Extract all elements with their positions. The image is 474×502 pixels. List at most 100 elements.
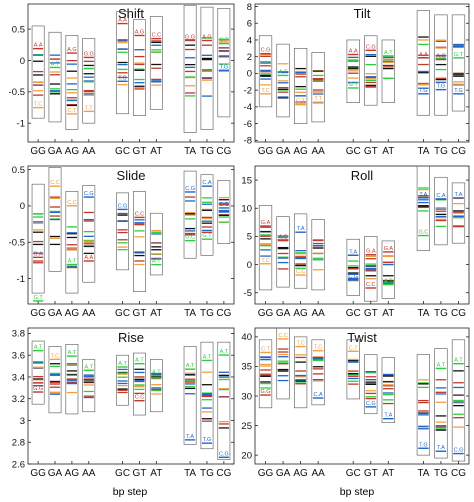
range-box — [183, 170, 197, 259]
data-annotation: C.C — [135, 395, 145, 401]
x-tick-label: TA — [184, 308, 196, 319]
range-box — [116, 192, 129, 271]
x-tick-label: AG — [293, 468, 308, 479]
data-annotation: C.C — [50, 180, 60, 186]
range-box — [31, 183, 45, 294]
y-tick-label: 0 — [20, 56, 25, 67]
x-tick-label: CG — [451, 308, 466, 319]
y-tick-label: -1 — [17, 274, 25, 285]
data-annotation: T.C — [261, 88, 269, 94]
data-annotation: T.C — [314, 345, 322, 351]
range-box — [381, 240, 395, 299]
y-tick-label: -4 — [244, 102, 252, 113]
data-annotation: G.T — [34, 295, 44, 301]
data-annotation: G.G — [260, 389, 270, 395]
data-annotation: A.T — [135, 358, 144, 364]
data-annotation: A.T — [118, 361, 127, 367]
range-box — [416, 10, 431, 116]
x-tick-label: TG — [434, 146, 448, 157]
range-box — [258, 35, 273, 108]
data-annotation: A.T — [34, 345, 43, 351]
x-tick-label: TG — [434, 308, 448, 319]
panel-title: Tilt — [354, 6, 371, 21]
y-tick-label: 0 — [247, 260, 252, 271]
range-box — [364, 354, 378, 415]
y-tick-label: -6 — [244, 119, 252, 130]
range-box — [311, 339, 325, 406]
x-tick-label: GC — [115, 308, 130, 319]
x-tick-label: GC — [115, 468, 130, 479]
range-box — [65, 35, 79, 130]
data-annotation: A.T — [220, 349, 229, 355]
plot-frame — [27, 3, 235, 143]
x-tick-label: AA — [82, 146, 96, 157]
data-annotation: A.T — [279, 69, 288, 75]
range-box — [258, 205, 273, 291]
y-tick-label: 0 — [247, 69, 252, 80]
range-box — [276, 43, 290, 118]
panel-twist: Twist 20 25 30 35 40 GG GA AG AA GC GT AT TA TG CG C.T G.… — [241, 327, 470, 479]
y-tick-label: 3.6 — [12, 351, 25, 362]
range-box — [346, 39, 360, 103]
x-tick-label: AA — [311, 146, 325, 157]
range-box — [434, 176, 448, 246]
range-box — [434, 348, 448, 459]
x-tick-label: TG — [200, 146, 214, 157]
y-tick-label: -0.5 — [9, 238, 25, 249]
x-tick-label: GT — [364, 146, 378, 157]
x-tick-label: AA — [82, 468, 96, 479]
y-tick-label: 4 — [247, 35, 252, 46]
y-tick-label: 40 — [241, 332, 252, 343]
y-tick-label: 15 — [241, 175, 252, 186]
range-box — [133, 19, 146, 116]
range-box — [133, 352, 146, 416]
panel-shift: Shift -1 -0.5 0 0.5 GG GA AG AA GC GT AT TA TG CG A.A T.… — [9, 3, 235, 157]
data-annotation: A.T — [68, 350, 77, 356]
data-annotation: C.A — [436, 193, 446, 199]
x-tick-label: AT — [150, 468, 162, 479]
range-box — [276, 216, 290, 288]
range-box — [149, 212, 163, 276]
data-annotation: C.C — [152, 33, 162, 39]
x-tick-label: GA — [276, 308, 291, 319]
data-annotation: C.G — [366, 44, 376, 50]
data-annotation: C.G — [261, 48, 271, 54]
data-annotation: T.A — [297, 226, 305, 232]
range-box — [183, 346, 197, 445]
data-annotation: T.G — [419, 442, 428, 448]
range-box — [346, 339, 360, 400]
range-box — [293, 213, 308, 289]
range-box — [183, 4, 197, 133]
data-annotation: T.A — [384, 413, 392, 419]
x-tick-label: CG — [216, 468, 231, 479]
data-annotation: C.G — [219, 451, 229, 457]
range-box — [293, 48, 308, 124]
data-annotation: C.G — [219, 202, 229, 208]
data-annotation: G.T — [219, 38, 229, 44]
range-box — [31, 340, 45, 405]
range-box — [48, 346, 62, 414]
y-tick-label: 6 — [247, 19, 252, 30]
range-box — [364, 35, 378, 106]
data-annotation: C.C — [278, 333, 288, 339]
panel-rise: Rise 2.6 2.8 3 3.2 3.4 3.6 3.8 GG GA AG AA GC GT AT TA T… — [12, 327, 235, 479]
data-annotation: T.A — [437, 445, 445, 451]
x-tick-label: GC — [115, 146, 130, 157]
data-annotation: T.G — [437, 84, 446, 90]
range-box — [200, 341, 214, 450]
x-tick-label: TA — [184, 146, 196, 157]
y-tick-label: -1 — [17, 118, 25, 129]
range-box — [346, 238, 360, 296]
data-annotation: A.T — [152, 370, 161, 376]
data-annotation: G.T — [454, 52, 464, 58]
data-annotation: C.C — [296, 269, 306, 275]
x-tick-label: CG — [216, 146, 231, 157]
x-tick-label: GC — [346, 146, 361, 157]
y-tick-label: 25 — [241, 421, 252, 432]
data-annotation: T.G — [419, 88, 428, 94]
x-tick-label: TG — [434, 468, 448, 479]
data-annotation: C.G — [118, 203, 128, 209]
data-annotation: C.C — [366, 282, 376, 288]
data-annotation: G.T — [202, 233, 212, 239]
panel-slide: Slide -1 -0.5 0 0.5 GG GA AG AA GC GT AT TA TG CG G.A G.… — [9, 165, 235, 319]
